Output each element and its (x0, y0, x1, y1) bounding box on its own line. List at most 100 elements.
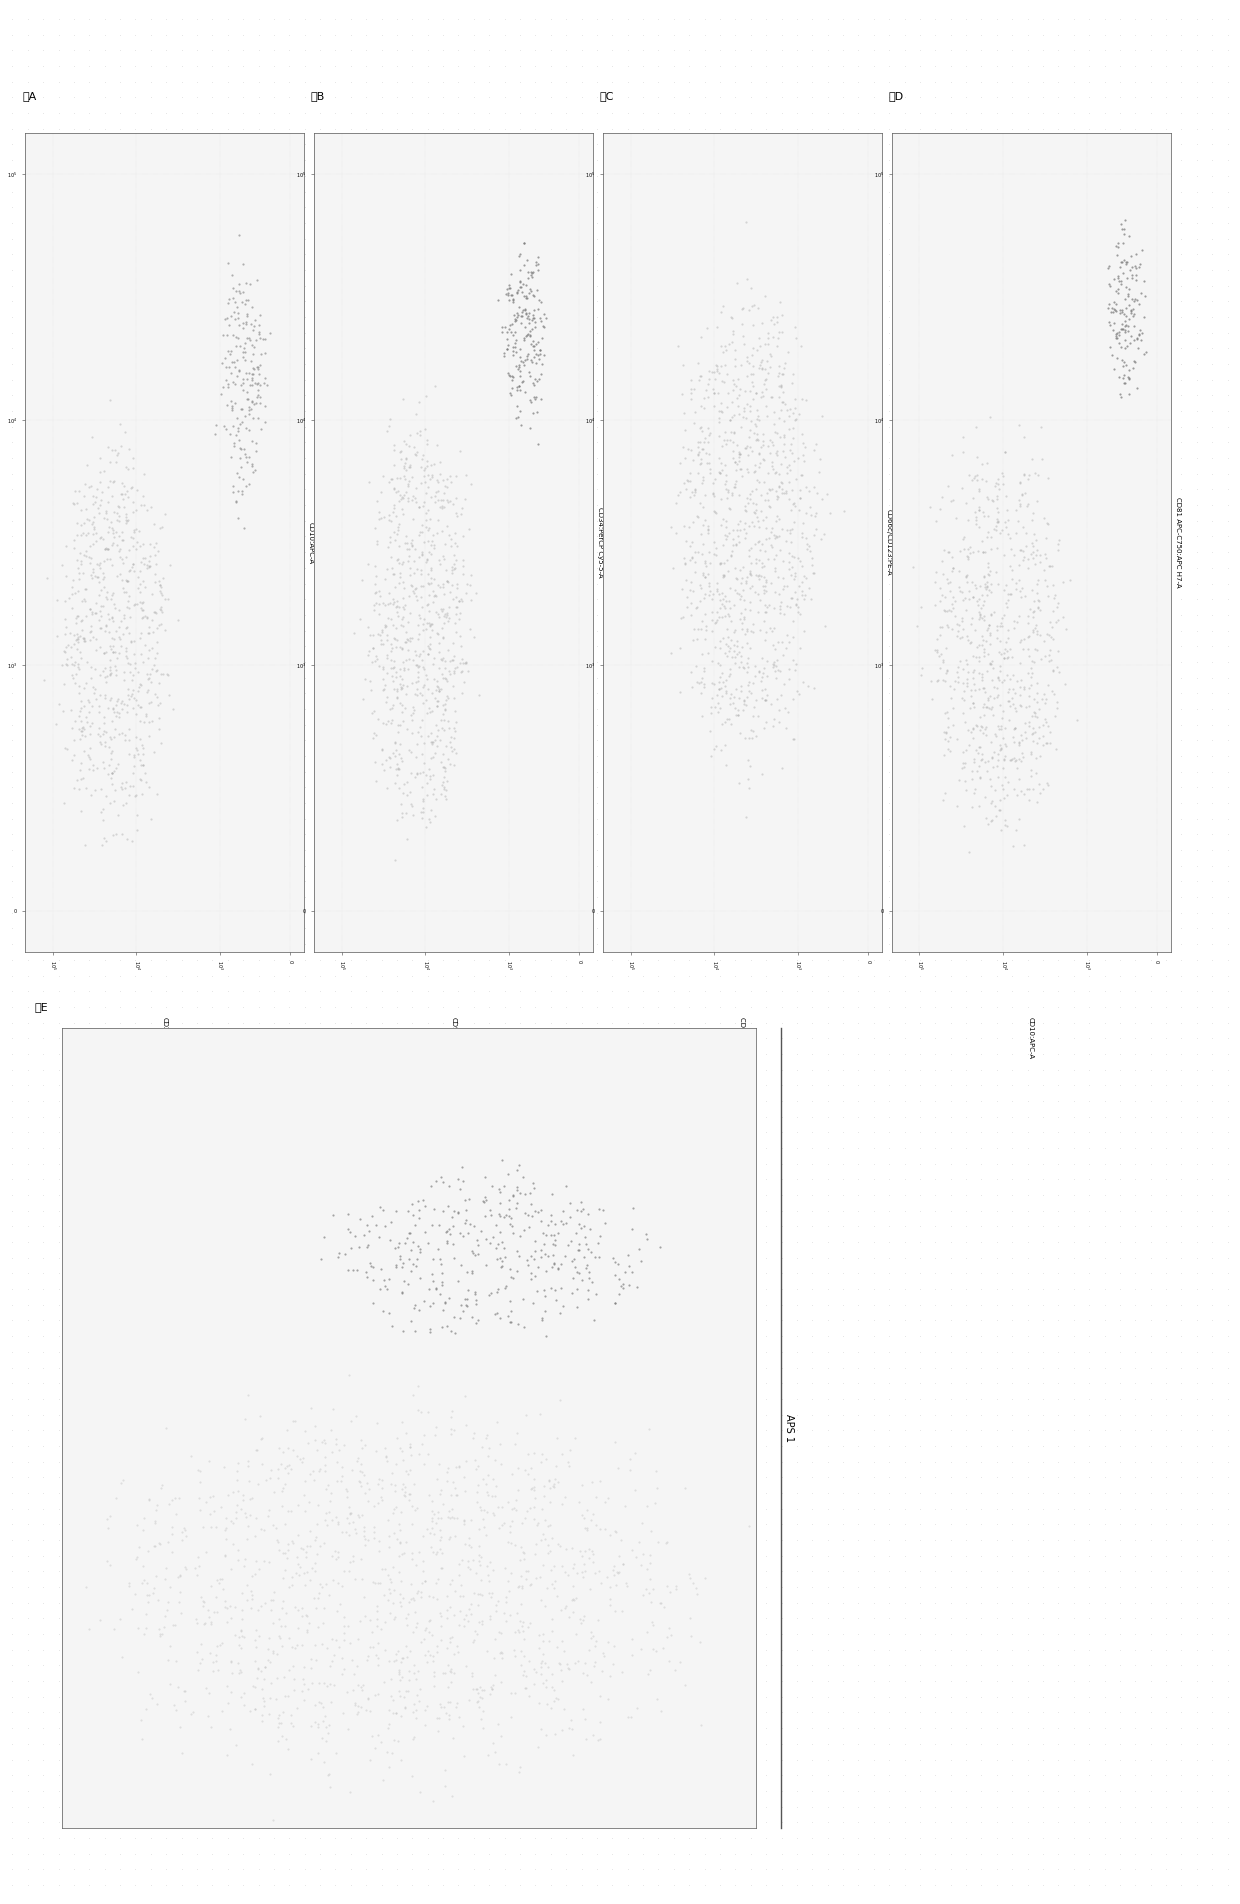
Point (756, 1744, 776, 1775)
Point (634, 114, 653, 145)
Point (756, 1085, 776, 1116)
Point (517, 322, 537, 352)
Point (314, 1668, 334, 1698)
Point (102, 602, 122, 632)
Point (1030, 777, 1050, 807)
Point (925, 914, 945, 944)
Point (618, 34, 637, 65)
Point (949, 571, 968, 602)
Point (454, 522, 474, 552)
Point (771, 1525, 791, 1556)
Point (64, 240, 84, 270)
Point (587, 960, 606, 990)
Point (356, 1854, 376, 1885)
Point (99, 447, 119, 478)
Point (409, 1194, 429, 1224)
Point (242, 387, 262, 417)
Point (403, 348, 423, 379)
Point (681, 657, 701, 687)
Point (1172, 1493, 1192, 1523)
Point (1004, 743, 1024, 773)
Point (94, 1493, 114, 1523)
Point (218, 1588, 238, 1618)
Point (972, 240, 992, 270)
Point (2, 67, 22, 97)
Point (433, 693, 453, 724)
Point (910, 270, 930, 301)
Point (156, 537, 176, 567)
Point (229, 463, 249, 493)
Point (956, 1666, 976, 1696)
Point (725, 1759, 745, 1790)
Point (1203, 19, 1223, 50)
Point (955, 752, 975, 783)
Point (817, 834, 837, 864)
Point (202, 240, 222, 270)
Point (522, 305, 542, 335)
Point (910, 678, 930, 708)
Point (396, 1632, 415, 1662)
Point (341, 160, 361, 190)
Point (987, 663, 1007, 693)
Point (541, 114, 560, 145)
Point (534, 1481, 554, 1512)
Point (48, 537, 68, 567)
Point (833, 1430, 853, 1460)
Point (202, 1634, 222, 1664)
Point (403, 788, 423, 819)
Point (316, 1474, 336, 1504)
Point (1110, 223, 1130, 253)
Point (1187, 882, 1207, 912)
Point (218, 1180, 238, 1211)
Point (663, 474, 683, 505)
Point (1126, 819, 1146, 849)
Point (295, 1384, 315, 1415)
Point (817, 19, 837, 50)
Point (376, 1272, 396, 1302)
Point (94, 788, 114, 819)
Point (295, 286, 315, 316)
Point (694, 1352, 714, 1382)
Point (879, 1634, 899, 1664)
Point (1156, 866, 1176, 897)
Point (634, 160, 653, 190)
Point (526, 1822, 546, 1853)
Point (403, 1415, 423, 1445)
Point (694, 585, 714, 615)
Point (1141, 552, 1161, 583)
Point (352, 1676, 372, 1706)
Point (502, 1211, 522, 1241)
Point (766, 651, 786, 682)
Point (145, 1506, 165, 1537)
Point (1141, 756, 1161, 786)
Point (649, 286, 668, 316)
Point (787, 585, 807, 615)
Point (382, 1457, 402, 1487)
Point (1018, 1870, 1038, 1900)
Point (228, 503, 248, 533)
Point (802, 788, 822, 819)
Point (441, 1479, 461, 1510)
Point (94, 1148, 114, 1179)
Point (433, 1618, 453, 1649)
Point (510, 97, 529, 128)
Point (694, 1101, 714, 1131)
Point (392, 1407, 412, 1438)
Point (756, 364, 776, 394)
Point (356, 1556, 376, 1586)
Point (202, 1337, 222, 1367)
Point (1118, 280, 1138, 310)
Point (541, 1352, 560, 1382)
Point (458, 655, 477, 685)
Point (480, 1228, 500, 1259)
Point (976, 571, 996, 602)
Point (110, 929, 130, 960)
Point (202, 396, 222, 426)
Point (248, 1666, 268, 1696)
Point (103, 518, 123, 548)
Point (719, 704, 739, 735)
Point (572, 1870, 591, 1900)
Point (510, 1618, 529, 1649)
Point (998, 579, 1018, 609)
Point (1049, 1744, 1069, 1775)
